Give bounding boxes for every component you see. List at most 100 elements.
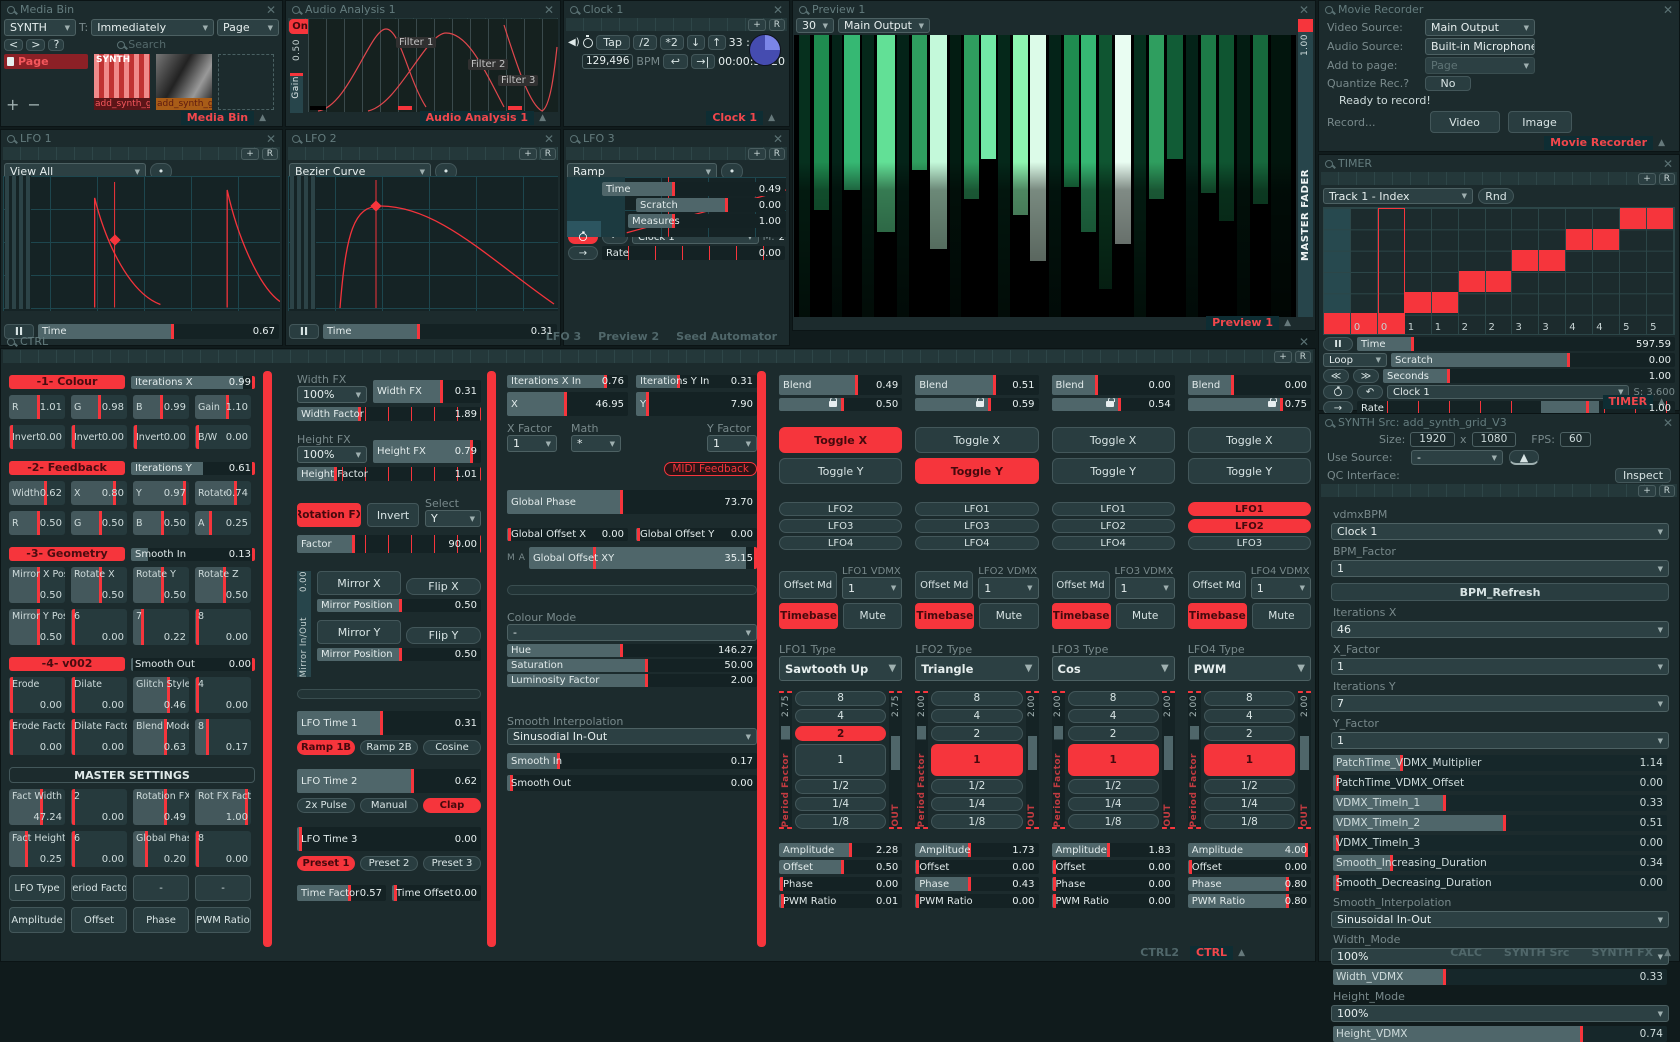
- tab-clock[interactable]: Clock 1: [706, 111, 764, 125]
- iterations-x-dropdown[interactable]: 46 ▼: [1331, 621, 1669, 638]
- bin-type-dropdown[interactable]: SYNTH ▼: [4, 19, 76, 36]
- param-slider[interactable]: Fact Height 0.25: [9, 831, 65, 867]
- smooth-interpolation-dropdown[interactable]: Sinusoidal In-Out ▼: [1331, 911, 1669, 928]
- param-slider[interactable]: Glitch Style 0.46: [133, 677, 189, 713]
- mirror-x-position-slider[interactable]: Mirror Position 0.50: [317, 599, 481, 612]
- period-factor-button[interactable]: 1: [795, 743, 887, 777]
- lfo-param-slider[interactable]: PWM Ratio 0.01: [779, 894, 903, 908]
- grid-column[interactable]: 2: [1485, 208, 1513, 334]
- master-mode-button[interactable]: Offset: [71, 907, 127, 933]
- blend-lock-slider[interactable]: 0.59: [915, 398, 1039, 411]
- page-dropdown[interactable]: Page ▼: [217, 19, 279, 36]
- close-icon[interactable]: ✕: [1298, 2, 1309, 17]
- add-preset-button[interactable]: +: [1638, 172, 1656, 185]
- tab-timer[interactable]: TIMER: [1602, 395, 1654, 409]
- lfo-param-slider[interactable]: Offset 0.00: [1051, 860, 1175, 874]
- colour-slider[interactable]: Saturation 50.00: [507, 659, 757, 672]
- vdmx-dropdown[interactable]: 1 ▼: [1114, 577, 1175, 599]
- mute-button[interactable]: Mute: [1251, 603, 1311, 629]
- master-mode-button[interactable]: Phase: [133, 907, 189, 933]
- quantize-button[interactable]: No: [1425, 76, 1471, 91]
- size-width-field[interactable]: 1920: [1410, 432, 1456, 447]
- close-icon[interactable]: ✕: [772, 131, 783, 146]
- loop-button[interactable]: ↩: [663, 54, 688, 69]
- x-factor-dropdown[interactable]: 1 ▼: [1331, 658, 1669, 675]
- reset-button[interactable]: R: [261, 147, 278, 160]
- period-factor-rail[interactable]: 2.00 Period Factor: [1051, 691, 1065, 829]
- param-slider[interactable]: X 0.80: [71, 481, 127, 505]
- nav-back-button[interactable]: <: [4, 38, 24, 51]
- grid-column[interactable]: 2: [1458, 208, 1486, 334]
- lfo-route-button[interactable]: LFO1: [915, 502, 1039, 516]
- lfo3-mode-dropdown[interactable]: Ramp ▼: [567, 163, 717, 180]
- time-factor-slider[interactable]: Time Factor 0.57: [297, 885, 386, 901]
- undo-button[interactable]: ↶: [1357, 385, 1383, 399]
- reset-button[interactable]: R: [539, 147, 556, 160]
- lfo2-time-slider[interactable]: Time 0.31: [323, 324, 557, 339]
- width-fx-slider[interactable]: Width FX 0.31: [373, 380, 481, 403]
- param-slider[interactable]: Rotate Z 0.50: [195, 567, 251, 603]
- param-slider[interactable]: Invert B0.00: [133, 425, 189, 449]
- param-slider[interactable]: Y 0.97: [133, 481, 189, 505]
- band-marker[interactable]: [398, 106, 412, 110]
- vdmx-dropdown[interactable]: 1 ▼: [842, 577, 903, 599]
- tab-preview[interactable]: Preview 1: [1206, 316, 1280, 330]
- add-preset-button[interactable]: +: [748, 18, 766, 31]
- half-tempo-button[interactable]: /2: [632, 35, 657, 50]
- param-slider[interactable]: Rotate Y 0.50: [133, 567, 189, 603]
- lfo-time-preset-button[interactable]: Ramp 1B: [297, 740, 355, 755]
- nav-forward-button[interactable]: >: [26, 38, 46, 51]
- timebase-button[interactable]: Timebase: [1051, 603, 1111, 629]
- param-slider[interactable]: Rot FX Fact 1.00: [195, 789, 251, 825]
- grid-column[interactable]: 0: [1377, 208, 1405, 334]
- search-placeholder[interactable]: Search: [128, 38, 167, 51]
- sidebar-param-slider[interactable]: PatchTime_VDMX_Multiplier 1.14: [1333, 755, 1667, 771]
- out-rail[interactable]: 2.00 OUT: [1161, 691, 1175, 829]
- lfo-param-slider[interactable]: Phase 0.00: [779, 877, 903, 891]
- grid-column[interactable]: 1: [1431, 208, 1459, 334]
- lfo-time-slider[interactable]: LFO Time 3 0.00: [297, 827, 481, 851]
- grid-column[interactable]: 1: [1404, 208, 1432, 334]
- timebase-button[interactable]: Timebase: [779, 603, 839, 629]
- sidebar-param-slider[interactable]: VDMX_TimeIn_3 0.00: [1333, 835, 1667, 851]
- bpm-refresh-button[interactable]: BPM_Refresh: [1331, 583, 1669, 601]
- lfo-param-slider[interactable]: Phase 0.80: [1187, 877, 1311, 891]
- height-vdmx-slider[interactable]: Height_VDMX 0.74: [1333, 1026, 1667, 1042]
- period-factor-button[interactable]: 4: [795, 708, 887, 724]
- lfo-time-preset-button[interactable]: Ramp 2B: [360, 740, 418, 755]
- colour-mode-dropdown[interactable]: - ▼: [507, 624, 757, 641]
- param-slider[interactable]: Invert R0.00: [9, 425, 65, 449]
- lfo-time-preset-button[interactable]: Preset 3: [423, 856, 481, 871]
- lfo-time-slider[interactable]: LFO Time 1 0.31: [297, 711, 481, 735]
- sidebar-param-slider[interactable]: VDMX_TimeIn_1 0.33: [1333, 795, 1667, 811]
- preset-strip[interactable]: + R: [3, 350, 1313, 363]
- preset-strip[interactable]: + R: [566, 18, 787, 31]
- select-axis-dropdown[interactable]: Y ▼: [425, 510, 481, 527]
- add-preset-button[interactable]: +: [1638, 484, 1656, 497]
- lfo-route-button[interactable]: LFO2: [1051, 519, 1175, 533]
- out-rail[interactable]: 2.00 OUT: [1298, 691, 1311, 829]
- add-preset-button[interactable]: +: [241, 147, 259, 160]
- grid-column[interactable]: 3: [1512, 208, 1540, 334]
- master-mode-button[interactable]: Period Factor: [71, 875, 127, 901]
- panel-tab[interactable]: Seed Automator: [676, 330, 777, 343]
- lfo1-pause-button[interactable]: II: [4, 324, 34, 339]
- vdmx-dropdown[interactable]: 1 ▼: [1250, 577, 1311, 599]
- height-fx-slider[interactable]: Height FX 0.79: [373, 440, 481, 463]
- trigger-dropdown[interactable]: Immediately ▼: [91, 19, 214, 36]
- lfo-time-preset-button[interactable]: Manual: [360, 798, 418, 813]
- lfo-param-slider[interactable]: Offset 0.00: [915, 860, 1039, 874]
- lfo-route-button[interactable]: LFO1: [1051, 502, 1175, 516]
- inspect-button[interactable]: Inspect: [1615, 468, 1671, 483]
- param-slider[interactable]: B/W 0.00: [195, 425, 251, 449]
- speaker-icon[interactable]: ◀): [568, 37, 580, 48]
- period-factor-rail[interactable]: 2.75 Period Factor: [779, 691, 792, 829]
- fps-field[interactable]: 60: [1559, 432, 1592, 447]
- stopwatch-icon[interactable]: [582, 35, 593, 48]
- master-mode-button[interactable]: -: [133, 875, 189, 901]
- grid-column[interactable]: 5: [1647, 208, 1674, 334]
- eject-button[interactable]: ▲: [1509, 450, 1539, 465]
- grid-cell-active[interactable]: [1539, 250, 1566, 271]
- colour-slider[interactable]: Hue 146.27: [507, 644, 757, 657]
- panel-tab[interactable]: SYNTH Src: [1503, 946, 1570, 959]
